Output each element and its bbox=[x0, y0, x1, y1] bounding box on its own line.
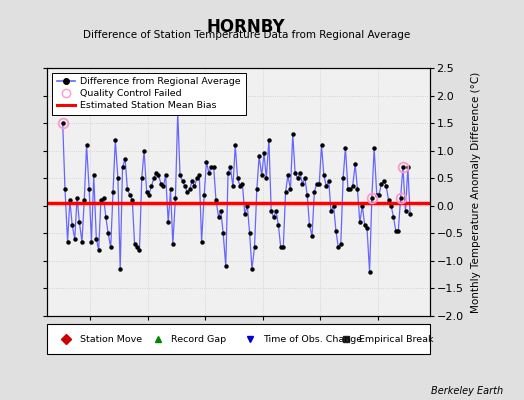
Text: Record Gap: Record Gap bbox=[171, 334, 226, 344]
Legend: Difference from Regional Average, Quality Control Failed, Estimated Station Mean: Difference from Regional Average, Qualit… bbox=[52, 73, 246, 115]
Text: HORNBY: HORNBY bbox=[207, 18, 286, 36]
Text: Station Move: Station Move bbox=[80, 334, 142, 344]
Text: Berkeley Earth: Berkeley Earth bbox=[431, 386, 503, 396]
Text: Difference of Station Temperature Data from Regional Average: Difference of Station Temperature Data f… bbox=[83, 30, 410, 40]
Text: Empirical Break: Empirical Break bbox=[359, 334, 433, 344]
Text: Time of Obs. Change: Time of Obs. Change bbox=[263, 334, 363, 344]
Y-axis label: Monthly Temperature Anomaly Difference (°C): Monthly Temperature Anomaly Difference (… bbox=[471, 71, 481, 313]
